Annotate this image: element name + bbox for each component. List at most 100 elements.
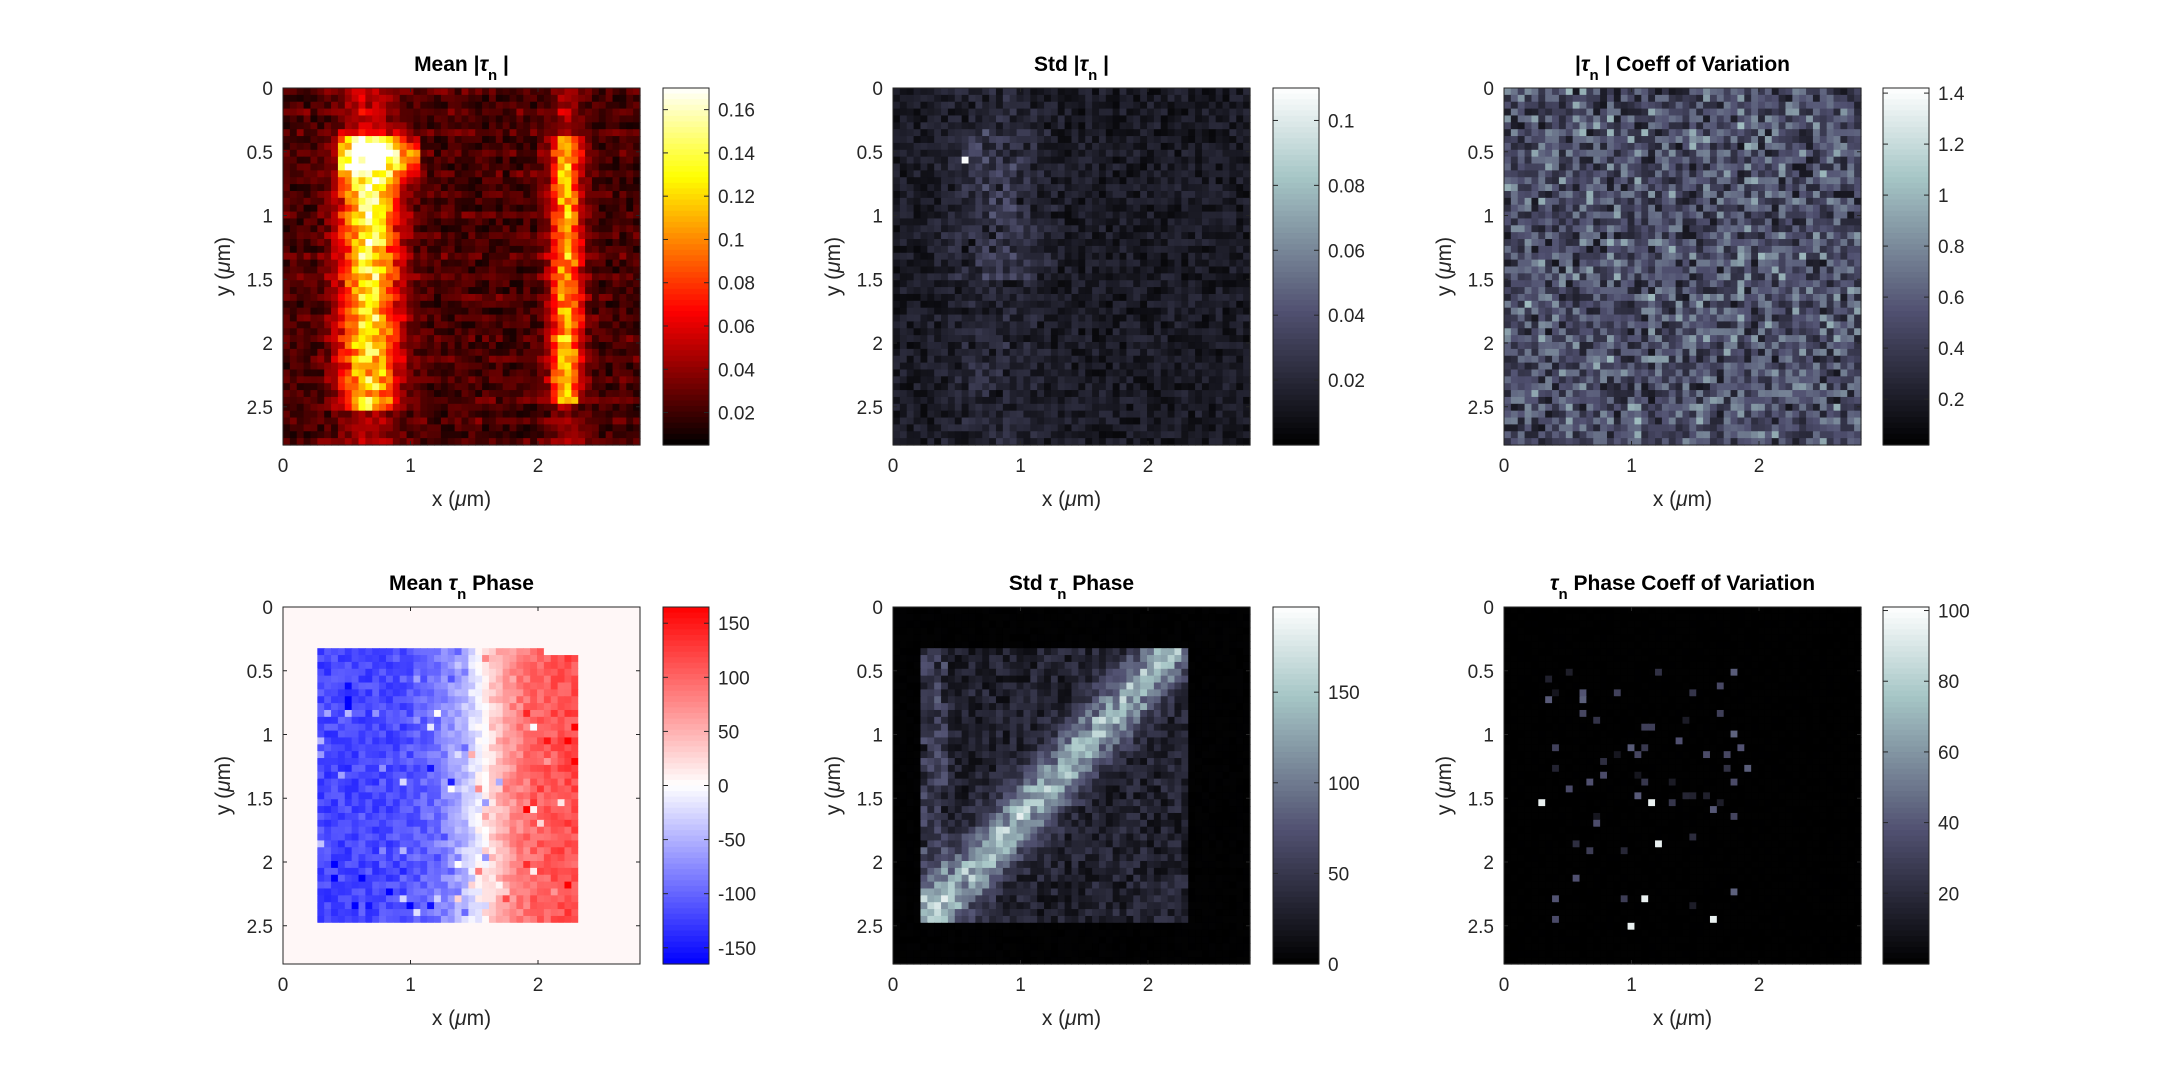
heatmap-cell <box>317 94 325 103</box>
heatmap-cell <box>523 177 531 185</box>
heatmap-cell <box>296 348 305 357</box>
heatmap-cell <box>968 287 976 295</box>
heatmap-cell <box>502 184 511 192</box>
heatmap-cell <box>516 293 524 302</box>
heatmap-cell <box>1112 314 1121 323</box>
colorbar-step <box>663 339 709 346</box>
heatmap-cell <box>488 197 497 206</box>
heatmap-cell <box>1167 225 1176 233</box>
heatmap-cell <box>906 225 915 233</box>
heatmap-cell <box>564 122 572 130</box>
heatmap-cell <box>1174 88 1182 96</box>
heatmap-cell <box>612 88 621 96</box>
heatmap-cell <box>543 307 552 316</box>
heatmap-cell <box>537 376 545 384</box>
heatmap-cell <box>537 239 545 247</box>
heatmap-cell <box>1092 245 1100 254</box>
heatmap-cell <box>906 300 915 309</box>
heatmap-cell <box>1037 273 1045 281</box>
heatmap-cell <box>1119 218 1128 226</box>
heatmap-cell <box>523 136 531 144</box>
heatmap-cell <box>633 328 641 336</box>
heatmap-cell <box>1153 218 1162 226</box>
colorbar-step <box>663 149 709 156</box>
heatmap-cell <box>626 410 634 419</box>
heatmap-cell <box>427 273 435 281</box>
heatmap-cell <box>365 204 373 213</box>
heatmap-cell <box>495 211 504 220</box>
heatmap-cell <box>1098 218 1107 226</box>
heatmap-cell <box>989 190 997 199</box>
heatmap-cell <box>954 245 963 254</box>
heatmap-cell <box>899 321 908 329</box>
heatmap-cell <box>406 190 415 199</box>
heatmap-cell <box>605 287 614 295</box>
heatmap-cell <box>502 328 511 336</box>
heatmap-cell <box>995 266 1004 274</box>
heatmap-cell <box>1208 211 1217 220</box>
heatmap-cell <box>1174 129 1182 137</box>
heatmap-cell <box>941 163 949 171</box>
heatmap-cell <box>447 335 456 343</box>
heatmap-cell <box>488 177 497 185</box>
heatmap-cell <box>1236 190 1244 199</box>
heatmap-cell <box>344 376 353 384</box>
heatmap-cell <box>982 355 990 364</box>
heatmap-cell <box>1147 156 1155 165</box>
heatmap-cell <box>1167 362 1176 371</box>
heatmap-cell <box>954 218 963 226</box>
heatmap-cell <box>893 321 901 329</box>
heatmap-cell <box>385 417 394 426</box>
heatmap-cell <box>927 266 935 274</box>
heatmap-cell <box>1037 163 1045 171</box>
heatmap-cell <box>454 94 463 103</box>
heatmap-cell <box>358 232 366 240</box>
heatmap-cell <box>1147 108 1155 117</box>
heatmap-cell <box>495 108 504 117</box>
heatmap-cell <box>365 403 373 412</box>
heatmap-cell <box>947 342 956 350</box>
heatmap-cell <box>1023 348 1031 357</box>
heatmap-cell <box>1016 362 1025 371</box>
heatmap-cell <box>1044 245 1052 254</box>
heatmap-cell <box>1119 280 1128 288</box>
heatmap-cell <box>1174 122 1182 130</box>
heatmap-cell <box>461 108 469 117</box>
heatmap-cell <box>1037 348 1045 357</box>
heatmap-cell <box>1050 218 1059 226</box>
heatmap-cell <box>447 362 456 371</box>
heatmap-cell <box>1009 362 1018 371</box>
heatmap-cell <box>337 396 346 405</box>
heatmap-cell <box>1153 108 1162 117</box>
heatmap-cell <box>585 108 593 117</box>
heatmap-cell <box>1181 184 1189 192</box>
heatmap-cell <box>619 252 627 261</box>
heatmap-cell <box>893 369 901 377</box>
heatmap-cell <box>1222 218 1231 226</box>
heatmap-cell <box>1174 280 1182 288</box>
heatmap-cell <box>1098 156 1107 165</box>
heatmap-cell <box>543 218 552 226</box>
heatmap-cell <box>550 293 559 302</box>
heatmap-cell <box>954 342 963 350</box>
heatmap-cell <box>351 438 360 446</box>
heatmap-cell <box>358 355 366 364</box>
heatmap-cell <box>947 204 956 213</box>
heatmap-cell <box>989 204 997 213</box>
heatmap-cell <box>427 259 435 268</box>
heatmap-cell <box>331 328 339 336</box>
heatmap-cell <box>975 88 983 96</box>
heatmap-cell <box>537 390 545 398</box>
heatmap-cell <box>947 122 956 130</box>
heatmap-cell <box>961 342 970 350</box>
heatmap-cell <box>1195 163 1203 171</box>
heatmap-cell <box>1064 259 1073 268</box>
heatmap-cell <box>591 197 600 206</box>
heatmap-cell <box>1057 142 1066 151</box>
heatmap-cell <box>372 403 380 412</box>
heatmap-cell <box>1229 259 1237 268</box>
heatmap-cell <box>365 149 373 158</box>
heatmap-cell <box>934 362 942 371</box>
heatmap-cell <box>961 280 970 288</box>
heatmap-cell <box>585 190 593 199</box>
